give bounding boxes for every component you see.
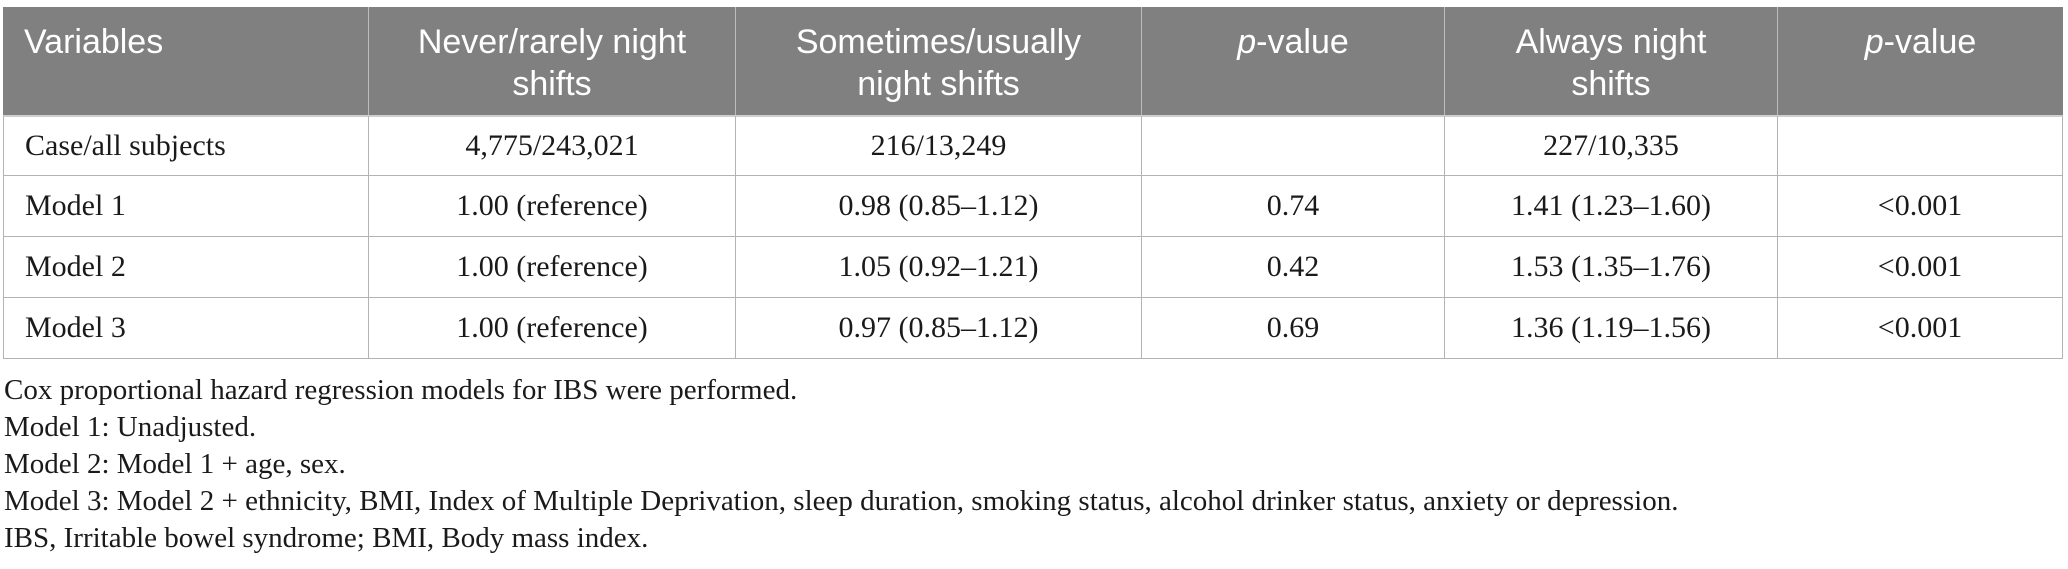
- table-row-model-3: Model 3 1.00 (reference) 0.97 (0.85–1.12…: [3, 298, 2063, 359]
- table-row-model-1: Model 1 1.00 (reference) 0.98 (0.85–1.12…: [3, 176, 2063, 237]
- footnotes: Cox proportional hazard regression model…: [4, 372, 2058, 557]
- header-cell-p-value-1: p-value: [1141, 7, 1444, 115]
- cell: 0.98 (0.85–1.12): [735, 176, 1141, 237]
- table-row-case-all-subjects: Case/all subjects 4,775/243,021 216/13,2…: [3, 115, 2063, 176]
- row-label: Model 1: [3, 176, 368, 237]
- footnote-line: Model 1: Unadjusted.: [4, 411, 257, 443]
- footnote-line: Model 2: Model 1 + age, sex.: [4, 448, 346, 480]
- header-cell-p-value-2: p-value: [1777, 7, 2063, 115]
- cell: 216/13,249: [735, 115, 1141, 176]
- header-cell-never-rarely-night-shifts: Never/rarely night shifts: [368, 7, 735, 115]
- cell: <0.001: [1777, 176, 2063, 237]
- cell: <0.001: [1777, 298, 2063, 359]
- cell: 0.69: [1141, 298, 1444, 359]
- cell: 1.00 (reference): [368, 237, 735, 298]
- cell: 1.00 (reference): [368, 298, 735, 359]
- cell: 0.74: [1141, 176, 1444, 237]
- cell: 4,775/243,021: [368, 115, 735, 176]
- cell: 1.36 (1.19–1.56): [1444, 298, 1777, 359]
- results-table: Variables Never/rarely night shifts Some…: [3, 7, 2063, 359]
- cell: 1.41 (1.23–1.60): [1444, 176, 1777, 237]
- cell: 1.00 (reference): [368, 176, 735, 237]
- cell: 1.53 (1.35–1.76): [1444, 237, 1777, 298]
- paper-table-figure: Variables Never/rarely night shifts Some…: [0, 7, 2068, 557]
- cell: <0.001: [1777, 237, 2063, 298]
- footnote-line: Model 3: Model 2 + ethnicity, BMI, Index…: [4, 485, 1679, 517]
- cell: 0.97 (0.85–1.12): [735, 298, 1141, 359]
- cell: 227/10,335: [1444, 115, 1777, 176]
- row-label: Model 2: [3, 237, 368, 298]
- header-cell-sometimes-usually-night-shifts: Sometimes/usually night shifts: [735, 7, 1141, 115]
- header-cell-variables: Variables: [3, 7, 368, 115]
- table-row-model-2: Model 2 1.00 (reference) 1.05 (0.92–1.21…: [3, 237, 2063, 298]
- cell: [1777, 115, 2063, 176]
- footnote-line: IBS, Irritable bowel syndrome; BMI, Body…: [4, 522, 649, 554]
- cell: 1.05 (0.92–1.21): [735, 237, 1141, 298]
- cell: 0.42: [1141, 237, 1444, 298]
- row-label: Case/all subjects: [3, 115, 368, 176]
- footnote-line: Cox proportional hazard regression model…: [4, 374, 798, 406]
- header-cell-always-night-shifts: Always night shifts: [1444, 7, 1777, 115]
- cell: [1141, 115, 1444, 176]
- row-label: Model 3: [3, 298, 368, 359]
- header-row: Variables Never/rarely night shifts Some…: [3, 7, 2063, 115]
